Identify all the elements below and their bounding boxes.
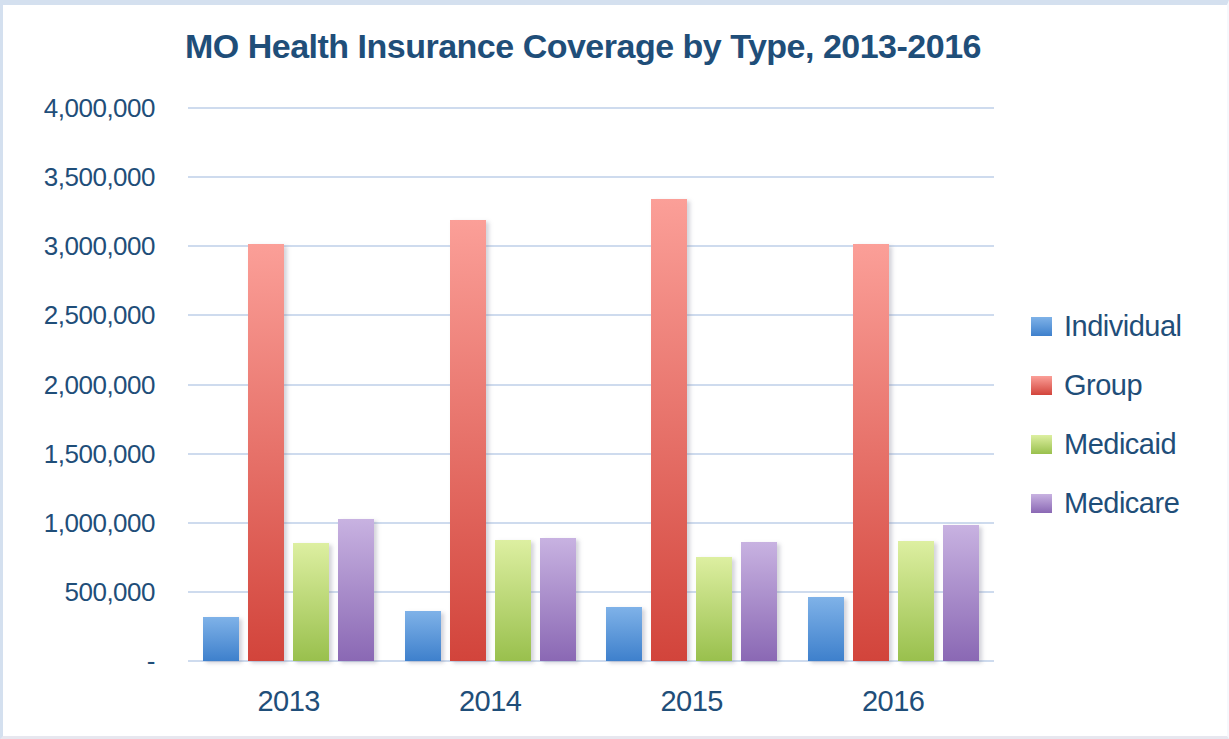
bar-group-2014 [390,108,592,661]
legend-swatch-medicaid-icon [1031,435,1052,454]
legend-swatch-medicare-icon [1031,494,1052,513]
bar-medicare-2013 [338,519,374,661]
bar-group-2014 [450,220,486,661]
y-tick-label-3000000: 3,000,000 [3,231,155,262]
legend-item-individual: Individual [1031,306,1182,346]
y-tick-label-1500000: 1,500,000 [3,438,155,469]
chart-frame: MO Health Insurance Coverage by Type, 20… [0,0,1229,739]
legend-label-medicaid: Medicaid [1064,428,1176,461]
y-tick-label-0: - [3,646,155,677]
y-tick-label-4000000: 4,000,000 [3,93,155,124]
legend-label-group: Group [1064,369,1142,402]
bar-individual-2015 [606,607,642,661]
y-tick-label-1000000: 1,000,000 [3,507,155,538]
bar-medicaid-2014 [495,540,531,661]
bar-group-2016 [853,244,889,662]
bar-medicaid-2016 [898,541,934,661]
bar-medicare-2015 [741,542,777,661]
legend: Individual Group Medicaid Medicare [1031,306,1182,542]
bar-individual-2013 [203,617,239,661]
plot-area [188,108,994,661]
legend-swatch-individual-icon [1031,317,1052,336]
bar-medicare-2016 [943,525,979,661]
bar-medicare-2014 [540,538,576,661]
bar-group-2013 [248,244,284,662]
legend-item-medicaid: Medicaid [1031,424,1182,464]
y-tick-label-3500000: 3,500,000 [3,162,155,193]
legend-item-group: Group [1031,365,1182,405]
y-tick-label-2500000: 2,500,000 [3,300,155,331]
bar-medicaid-2015 [696,557,732,661]
bar-groups [188,108,994,661]
bar-group-2013 [188,108,390,661]
chart-title: MO Health Insurance Coverage by Type, 20… [3,27,1163,66]
x-axis: 2013201420152016 [188,685,994,718]
legend-item-medicare: Medicare [1031,483,1182,523]
legend-label-individual: Individual [1064,310,1182,343]
bar-group-2015 [651,199,687,661]
y-tick-label-500000: 500,000 [3,576,155,607]
x-tick-label-2013: 2013 [188,685,390,718]
legend-swatch-group-icon [1031,376,1052,395]
bar-group-2016 [793,108,995,661]
y-tick-label-2000000: 2,000,000 [3,369,155,400]
legend-label-medicare: Medicare [1064,487,1179,520]
bar-group-2015 [591,108,793,661]
bar-individual-2016 [808,597,844,661]
bar-medicaid-2013 [293,543,329,661]
x-tick-label-2014: 2014 [390,685,592,718]
bar-individual-2014 [405,611,441,661]
x-tick-label-2016: 2016 [793,685,995,718]
y-axis: 4,000,000 3,500,000 3,000,000 2,500,000 2,00… [3,5,155,739]
x-tick-label-2015: 2015 [591,685,793,718]
